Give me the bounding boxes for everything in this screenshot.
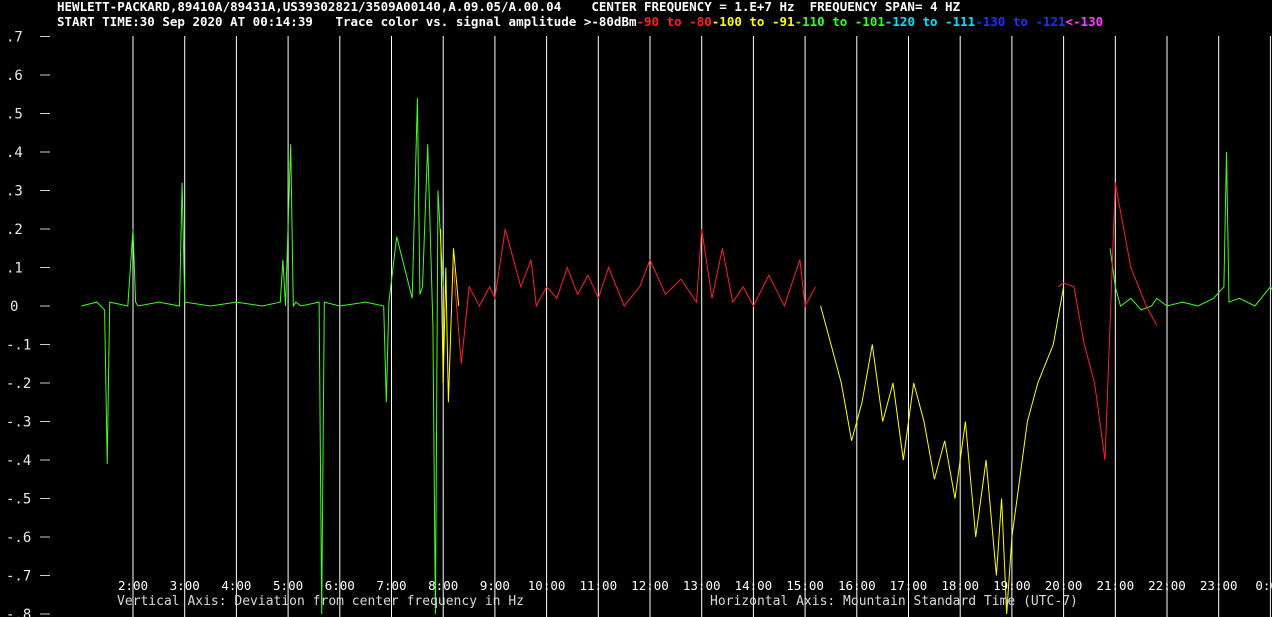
y-tick-label: -.2 [6, 376, 31, 392]
y-tick-label: .5 [6, 107, 23, 123]
x-tick-label: 12:00 [631, 578, 669, 593]
x-tick-label: 9:00 [480, 578, 510, 593]
x-tick-label: 6:00 [325, 578, 355, 593]
x-tick-label: 23:00 [1200, 578, 1238, 593]
y-tick-label: .1 [6, 261, 23, 277]
header-line-2: START TIME:30 Sep 2020 AT 00:14:39 Trace… [57, 15, 1103, 29]
x-tick-label: 22:00 [1148, 578, 1186, 593]
x-tick-label: 11:00 [579, 578, 617, 593]
y-tick-label: -.5 [6, 492, 31, 508]
legend-item: -130 to -121 [975, 14, 1066, 29]
instrument-id: HEWLETT-PACKARD,89410A/89431A,US39302821… [57, 0, 562, 14]
trace-series-0 [81, 98, 444, 615]
y-tick-label: .4 [6, 145, 23, 161]
grid [132, 36, 1271, 617]
y-tick-label: -.6 [6, 530, 31, 546]
y-tick-label: .7 [6, 30, 23, 46]
y-tick-label: 0 [10, 299, 18, 315]
y-tick-label: .3 [6, 184, 23, 200]
legend-item: <-130 [1065, 14, 1104, 29]
x-tick-label: 10:00 [528, 578, 566, 593]
y-tick-label: -.1 [6, 338, 31, 354]
y-tick-label: -.4 [6, 453, 31, 469]
y-axis-label: Vertical Axis: Deviation from center fre… [117, 594, 524, 609]
y-axis: .7 .6 .5 .4 .3 .2 .1 0 -.1 -.2 -.3 -.4 -.5 -.6 -.7 -.8 [6, 30, 50, 617]
traces [81, 98, 1272, 615]
y-tick-label: -.3 [6, 415, 31, 431]
start-time: START TIME:30 Sep 2020 AT 00:14:39 [57, 14, 313, 29]
header-line-1: HEWLETT-PACKARD,89410A/89431A,US39302821… [57, 0, 960, 14]
color-legend: >-80dBm-90 to -80-100 to -91-110 to -101… [584, 14, 1103, 29]
legend-item: -100 to -91 [711, 14, 795, 29]
frequency-span: FREQUENCY SPAN= 4 HZ [809, 0, 961, 14]
legend-item: -90 to -80 [636, 14, 712, 29]
y-tick-label: -.7 [6, 569, 31, 585]
x-tick-label: 2:00 [118, 578, 148, 593]
x-tick-label: 3:00 [170, 578, 200, 593]
x-tick-label: 5:00 [273, 578, 303, 593]
y-tick-label: .6 [6, 68, 23, 84]
trace-series-2 [440, 228, 460, 403]
x-tick-label: 0:00 [1255, 578, 1272, 593]
x-tick-label: 18:00 [941, 578, 979, 593]
x-axis: 2:00 3:00 4:00 5:00 6:00 7:00 8:00 9:00 10:00 11:… [118, 578, 1272, 593]
center-frequency: CENTER FREQUENCY = 1.E+7 Hz [591, 0, 795, 14]
x-tick-label: 17:00 [890, 578, 928, 593]
x-tick-label: 15:00 [786, 578, 824, 593]
x-axis-label: Horizontal Axis: Mountain Standard Time … [710, 594, 1078, 609]
trace-series-1 [1058, 182, 1158, 461]
x-tick-label: 13:00 [683, 578, 721, 593]
x-tick-label: 21:00 [1096, 578, 1134, 593]
x-tick-label: 8:00 [428, 578, 458, 593]
x-tick-label: 4:00 [221, 578, 251, 593]
legend-item: >-80dBm [583, 14, 637, 29]
x-tick-label: 14:00 [735, 578, 773, 593]
trace-series-2 [820, 286, 1065, 615]
trace-series-0 [1109, 151, 1272, 311]
legend-item: -110 to -101 [794, 14, 885, 29]
x-tick-label: 20:00 [1045, 578, 1083, 593]
x-tick-label: 7:00 [376, 578, 406, 593]
legend-intro: Trace color vs. signal amplitude [335, 14, 584, 29]
legend-item: -120 to -111 [884, 14, 976, 29]
trace-series-1 [453, 228, 816, 364]
y-tick-label: -.8 [6, 607, 31, 617]
x-tick-label: 19:00 [993, 578, 1031, 593]
y-tick-label: .2 [6, 222, 23, 238]
x-tick-label: 16:00 [838, 578, 876, 593]
